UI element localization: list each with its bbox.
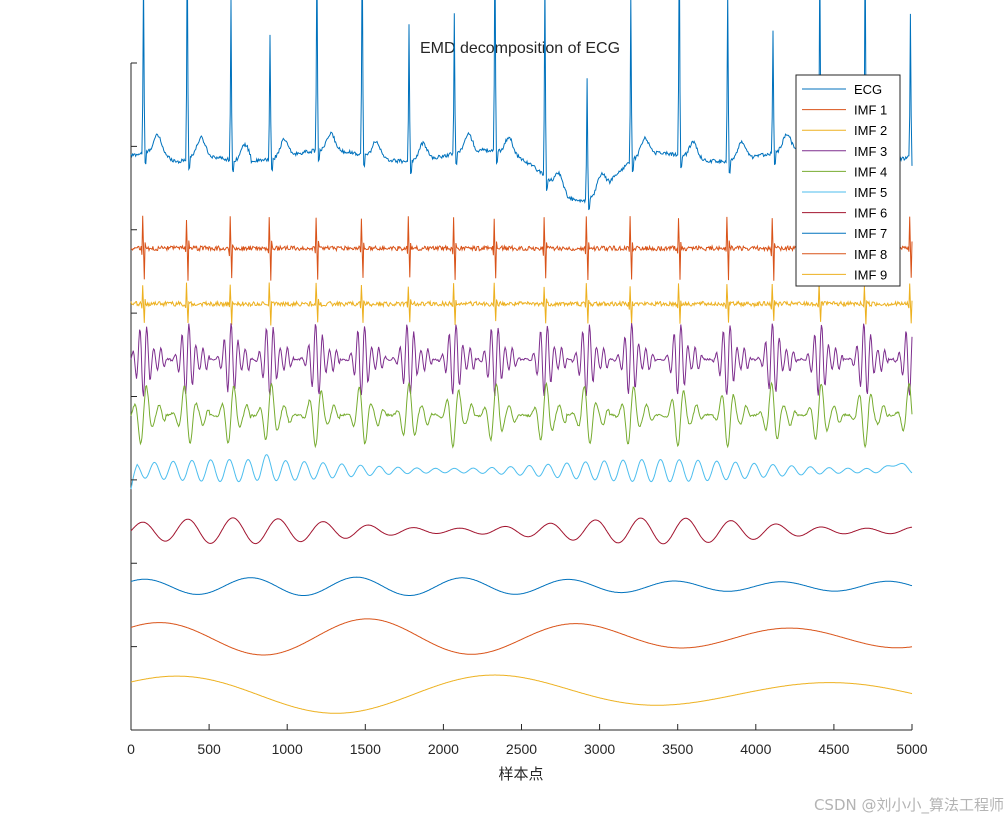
legend-label: IMF 3: [854, 144, 887, 159]
series-line-imf-5: [130, 454, 913, 490]
series-line-imf-8: [130, 618, 913, 656]
tick-layer: 0 500 1000 1500 2000 2500 3000 3500 4000 4500 5000: [127, 62, 928, 757]
legend-label: IMF 5: [854, 185, 887, 200]
x-tick-label: 4000: [740, 741, 771, 757]
legend-box: [795, 74, 901, 287]
plot-background: [131, 63, 912, 730]
series-line-imf-1: [130, 215, 913, 281]
series-line-imf-2: [130, 282, 913, 326]
watermark: CSDN @刘小小_算法工程师: [813, 796, 1004, 814]
legend-label: IMF 1: [854, 103, 887, 118]
series-line-ecg: [130, 0, 913, 211]
x-tick-label: 2500: [506, 741, 537, 757]
x-tick-label: 5000: [896, 741, 927, 757]
x-tick-label: 1000: [272, 741, 303, 757]
x-tick-label: 500: [197, 741, 221, 757]
legend-label: IMF 9: [854, 267, 887, 282]
legend: ECG IMF 1 IMF 2 IMF 3 IMF 4 IMF 5 IMF 6 IMF 7 IM…: [795, 74, 901, 287]
x-axis-label: 样本点: [498, 766, 543, 783]
series-line-imf-7: [130, 576, 913, 596]
series-line-imf-9: [130, 674, 913, 714]
series-line-imf-3: [130, 323, 913, 397]
legend-label: ECG: [854, 82, 882, 97]
x-tick-label: 3000: [584, 741, 615, 757]
series-line-imf-6: [130, 517, 913, 545]
x-tick-label: 3500: [662, 741, 693, 757]
legend-label: IMF 6: [854, 206, 887, 221]
x-tick-label: 1500: [350, 741, 381, 757]
x-tick-label: 4500: [818, 741, 849, 757]
series-layer: [130, 0, 913, 714]
plot-area: 0 500 1000 1500 2000 2500 3000 3500 4000 4500 5000: [127, 0, 928, 757]
legend-label: IMF 2: [854, 123, 887, 138]
chart-title: EMD decomposition of ECG: [420, 40, 620, 57]
legend-label: IMF 8: [854, 247, 887, 262]
x-tick-label: 2000: [428, 741, 459, 757]
x-tick-label: 0: [127, 741, 135, 757]
series-line-imf-4: [130, 381, 913, 449]
legend-label: IMF 7: [854, 226, 887, 241]
legend-label: IMF 4: [854, 164, 887, 179]
